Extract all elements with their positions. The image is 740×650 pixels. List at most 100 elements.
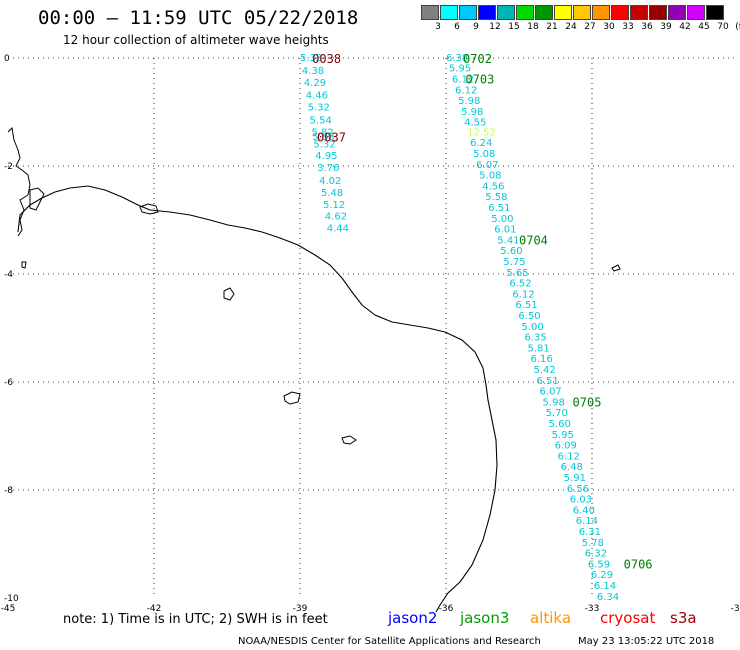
scale-label: 45 xyxy=(698,22,710,32)
scale-swatch xyxy=(440,5,458,20)
credit-text: NOAA/NESDIS Center for Satellite Applica… xyxy=(238,636,541,647)
x-tick-label: -39 xyxy=(293,604,308,614)
wave-height-value: 6.24 xyxy=(470,138,492,149)
x-tick-label: -33 xyxy=(585,604,600,614)
scale-swatch xyxy=(611,5,629,20)
wave-height-value: 6.14 xyxy=(594,581,616,592)
wave-height-value: 6.32 xyxy=(585,549,607,560)
scale-swatch xyxy=(421,5,439,20)
wave-height-value: 6.52 xyxy=(509,279,531,290)
altimeter-tracks: 5.334.384.294.465.325.545.825.324.953.76… xyxy=(300,53,619,603)
scale-label: 12 xyxy=(489,22,501,32)
scale-swatch xyxy=(459,5,477,20)
pass-time-label: 0038 xyxy=(312,52,341,66)
pass-time-label: 0702 xyxy=(463,52,492,66)
pass-time-label: 0706 xyxy=(624,557,653,571)
wave-height-value: 5.32 xyxy=(308,103,330,114)
wave-height-value: 5.82 xyxy=(311,127,333,138)
wave-height-value: 4.29 xyxy=(304,78,326,89)
scale-label: 36 xyxy=(641,22,653,32)
satellite-label-jason2: jason2 xyxy=(388,609,438,627)
wave-height-value: 12.52 xyxy=(467,127,496,138)
y-tick-label: -8 xyxy=(4,486,13,496)
wave-height-value: 5.58 xyxy=(485,192,507,203)
wave-height-value: 5.70 xyxy=(546,408,568,419)
coastline-island-1 xyxy=(7,126,31,237)
wave-height-value: 6.16 xyxy=(530,354,552,365)
coastline-island-7 xyxy=(611,264,621,272)
wave-height-value: 6.12 xyxy=(558,451,580,462)
wave-height-value: 5.08 xyxy=(479,171,501,182)
wave-height-value: 6.50 xyxy=(518,311,540,322)
wave-height-value: 4.38 xyxy=(302,66,324,77)
wave-height-value: 5.75 xyxy=(503,257,525,268)
wave-height-value: 4.46 xyxy=(306,91,328,102)
scale-label: 6 xyxy=(454,22,460,32)
wave-height-value: 5.78 xyxy=(582,538,604,549)
wave-height-value: 6.48 xyxy=(561,462,583,473)
scale-swatch xyxy=(516,5,534,20)
coastline-island-5 xyxy=(283,391,301,405)
wave-height-value: 5.91 xyxy=(564,473,586,484)
wave-height-value: 5.95 xyxy=(449,64,471,75)
scale-label: 9 xyxy=(473,22,479,32)
wave-height-value: 4.56 xyxy=(482,181,504,192)
wave-height-value: 6.01 xyxy=(494,225,516,236)
pass-time-label: 0703 xyxy=(465,73,494,87)
scale-swatch xyxy=(687,5,705,20)
x-tick-label: -42 xyxy=(147,604,162,614)
wave-height-value: 3.76 xyxy=(317,163,339,174)
wave-height-value: 5.88 xyxy=(312,132,334,143)
wave-height-value: 6.09 xyxy=(555,441,577,452)
wave-height-value: 6.12 xyxy=(452,75,474,86)
y-tick-label: -2 xyxy=(4,162,13,172)
pass-time-labels: 0038 0037 0702 0703 0704 0705 0706 xyxy=(312,52,652,571)
scale-label: 30 xyxy=(603,22,615,32)
scale-label: 24 xyxy=(565,22,577,32)
wave-height-value: 6.35 xyxy=(524,333,546,344)
wave-height-value: 6.12 xyxy=(455,85,477,96)
scale-label: 33 xyxy=(622,22,634,32)
wave-height-value: 6.51 xyxy=(515,300,537,311)
scale-label: 27 xyxy=(584,22,596,32)
wave-height-value: 5.65 xyxy=(506,268,528,279)
wave-height-value: 6.07 xyxy=(476,160,498,171)
x-tick-label: -36 xyxy=(439,604,454,614)
wave-height-value: 5.42 xyxy=(534,365,556,376)
coastline-island-3 xyxy=(139,203,159,215)
wave-height-value: 6.14 xyxy=(576,516,598,527)
scale-swatch xyxy=(630,5,648,20)
y-tick-label: -4 xyxy=(4,270,13,280)
wave-height-value: 5.00 xyxy=(491,214,513,225)
pass-time-label: 0705 xyxy=(573,395,602,409)
wave-height-value: 5.41 xyxy=(497,235,519,246)
wave-height-value: 5.33 xyxy=(300,53,322,64)
footer-note: note: 1) Time is in UTC; 2) SWH is in fe… xyxy=(63,612,328,627)
coastline-mainland xyxy=(17,185,498,613)
coastline-island-6 xyxy=(341,435,357,445)
wave-height-value: 6.31 xyxy=(579,527,601,538)
scale-swatch xyxy=(706,5,724,20)
x-tick-label: -30 xyxy=(731,604,740,614)
wave-height-value: 5.08 xyxy=(473,149,495,160)
scale-label: 42 xyxy=(679,22,691,32)
wave-height-value: 5.60 xyxy=(500,246,522,257)
wave-height-value: 4.95 xyxy=(315,151,337,162)
scale-label: 15 xyxy=(508,22,520,32)
wave-height-value: 4.02 xyxy=(319,176,341,187)
scale-label: 3 xyxy=(435,22,441,32)
wave-height-value: 4.55 xyxy=(464,118,486,129)
scale-swatch xyxy=(592,5,610,20)
x-tick-label: -45 xyxy=(1,604,16,614)
wave-height-value: 6.40 xyxy=(573,505,595,516)
scale-label: 70 xyxy=(717,22,729,32)
wave-height-value: 5.54 xyxy=(310,116,332,127)
wave-height-value: 5.60 xyxy=(549,419,571,430)
wave-height-value: 5.81 xyxy=(527,343,549,354)
scale-label: (ft) xyxy=(735,22,740,32)
scale-swatch xyxy=(573,5,591,20)
wave-height-value: 5.48 xyxy=(321,188,343,199)
wave-height-value: 6.59 xyxy=(588,559,610,570)
wave-height-value: 5.00 xyxy=(521,322,543,333)
satellite-label-altika: altika xyxy=(530,609,572,627)
